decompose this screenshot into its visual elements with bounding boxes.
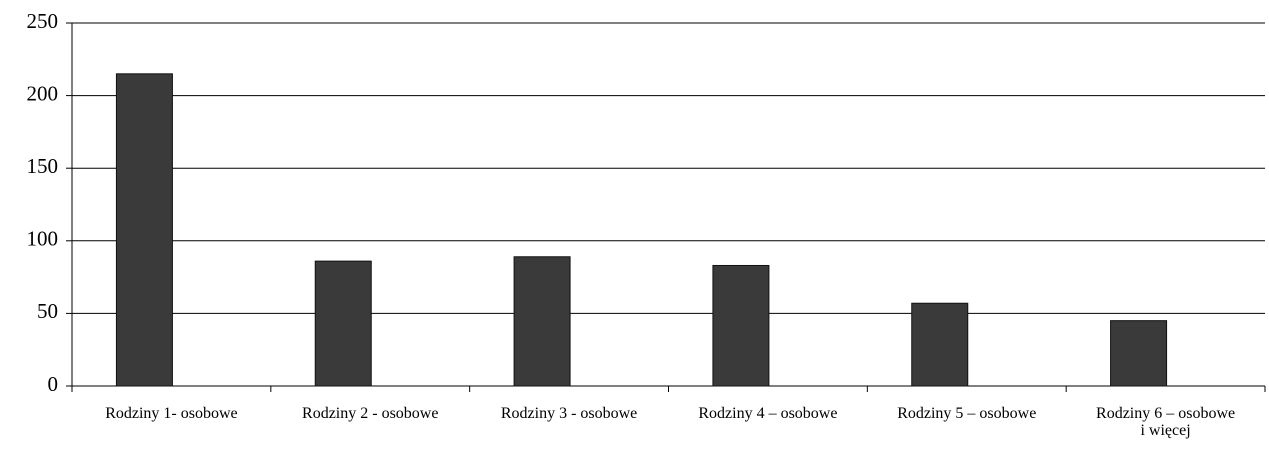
y-tick-label: 200 [27, 81, 59, 105]
bar [911, 302, 969, 387]
y-tick-label: 100 [27, 227, 59, 251]
x-tick-label: Rodziny 5 – osobowe [897, 405, 1037, 422]
bar [712, 264, 770, 387]
bar [314, 260, 372, 387]
bar [1110, 320, 1168, 387]
y-tick-label: 150 [27, 154, 59, 178]
x-tick-label: Rodziny 6 – osobowe i więcej [1096, 405, 1236, 439]
y-tick-label: 0 [48, 372, 59, 396]
x-tick-label: Rodziny 1- osobowe [105, 405, 238, 422]
y-tick-label: 50 [37, 299, 58, 323]
bar [115, 73, 173, 387]
y-tick-label: 250 [27, 9, 59, 33]
bar [513, 256, 571, 387]
x-tick-label: Rodziny 3 - osobowe [500, 405, 638, 422]
x-tick-label: Rodziny 4 – osobowe [698, 405, 838, 422]
x-tick-label: Rodziny 2 - osobowe [302, 405, 439, 422]
